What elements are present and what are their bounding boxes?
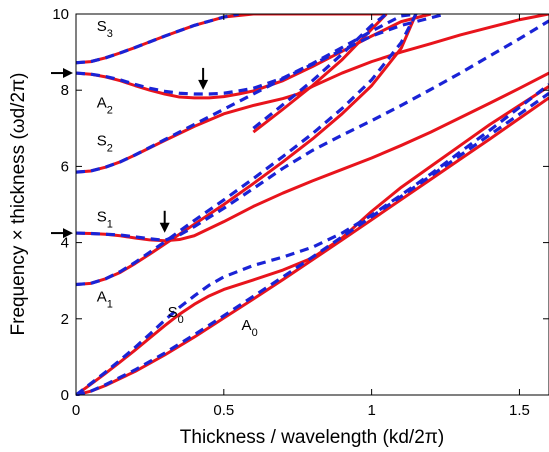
- ticks-group: 0 0.5 1 1.5 0 2 4 6 8 10: [52, 6, 549, 419]
- arrow-right-icon: [51, 228, 73, 239]
- curves-group: [76, 14, 549, 396]
- curve-solid-2: [76, 85, 549, 396]
- mode-label-s1: S1: [97, 209, 113, 231]
- curve-dashed-11: [76, 14, 417, 96]
- curve-dashed-9: [76, 14, 446, 174]
- x-tick-label: 0: [72, 402, 80, 419]
- y-tick-label: 6: [61, 158, 69, 175]
- curve-dashed-7: [76, 19, 549, 242]
- arrow-down-icon: [198, 67, 209, 90]
- mode-label-s2: S2: [97, 132, 113, 154]
- y-tick-label: 8: [61, 82, 69, 99]
- y-tick-label: 10: [52, 6, 69, 23]
- y-tick-label: 2: [61, 311, 69, 328]
- arrow-right-icon: [51, 68, 73, 79]
- y-tick-label: 4: [61, 235, 69, 252]
- x-axis-title: Thickness / wavelength (kd/2π): [180, 427, 444, 448]
- mode-label-a1: A1: [97, 289, 113, 311]
- curve-labels-group: S3 A2 S2 S1 A1 S0 A0: [97, 18, 258, 339]
- curve-dashed-5: [76, 14, 418, 287]
- curve-dashed-1: [76, 91, 549, 396]
- arrows-group: [51, 67, 209, 239]
- y-axis-title: Frequency × thickness (ωd/2π): [8, 73, 29, 336]
- mode-label-s0: S0: [168, 304, 184, 326]
- x-tick-label: 1.5: [509, 402, 530, 419]
- mode-label-s3: S3: [97, 18, 113, 40]
- x-tick-label: 1: [367, 402, 375, 419]
- curve-solid-0: [76, 96, 549, 396]
- x-tick-label: 0.5: [213, 402, 234, 419]
- plot-frame: [75, 13, 549, 396]
- arrow-down-icon: [159, 210, 170, 233]
- curve-solid-14: [252, 14, 388, 134]
- curve-solid-4: [76, 14, 418, 287]
- curve-dashed-15: [252, 14, 388, 130]
- mode-label-a0: A0: [242, 317, 258, 339]
- mode-label-a2: A2: [97, 94, 113, 116]
- y-tick-label: 0: [61, 387, 69, 404]
- curve-dashed-3: [76, 83, 549, 396]
- curve-dashed-13: [76, 14, 239, 65]
- plot-area: [76, 14, 549, 395]
